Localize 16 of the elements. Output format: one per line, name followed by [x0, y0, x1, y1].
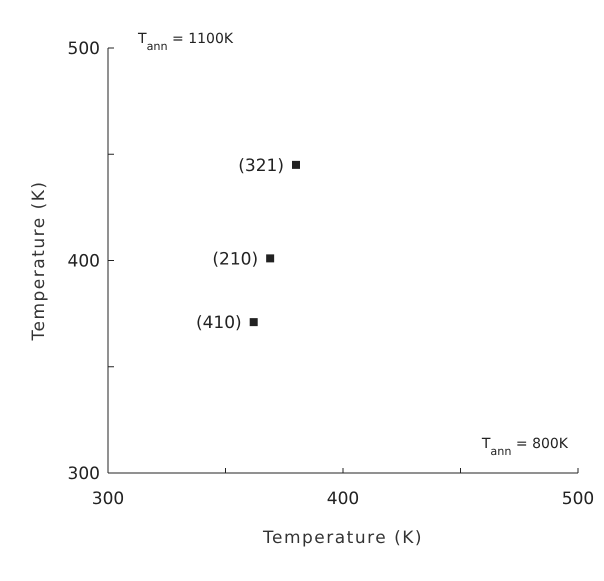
x-tick-label: 300	[92, 489, 124, 510]
annotation: (321)	[238, 156, 284, 176]
y-tick-label: 300	[68, 464, 100, 484]
annotation: (410)	[196, 313, 242, 334]
y-axis-title: Temperature (K)	[29, 180, 50, 342]
x-tick-label: 400	[326, 489, 360, 510]
x-tick-label: 500	[562, 489, 594, 510]
annotation: T$_{ann}$ = 800K	[480, 436, 569, 458]
annotation: T$_{ann}$ = 1100K	[137, 31, 234, 52]
point	[292, 160, 300, 169]
y-tick-label: 400	[68, 252, 100, 272]
annotation: (210)	[212, 249, 258, 270]
point	[266, 254, 274, 262]
point	[250, 318, 258, 326]
x-axis-title: Temperature (K)	[262, 528, 424, 548]
y-tick-label: 500	[68, 39, 100, 60]
